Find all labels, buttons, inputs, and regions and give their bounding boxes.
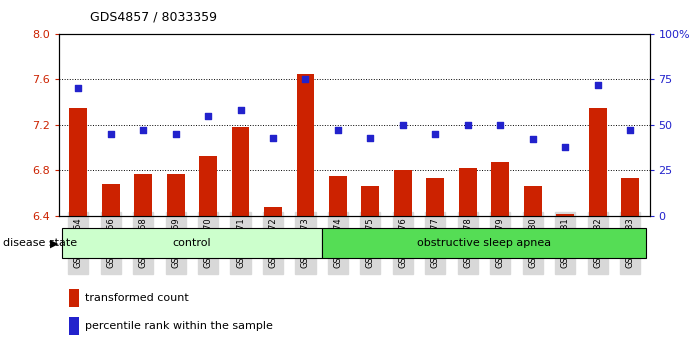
Bar [69, 108, 87, 216]
Bar [426, 178, 444, 216]
Text: disease state: disease state [3, 238, 77, 249]
Bar [524, 186, 542, 216]
Bar [621, 178, 639, 216]
Text: transformed count: transformed count [84, 293, 189, 303]
Point [202, 113, 214, 119]
Point [235, 107, 246, 113]
Point [462, 122, 473, 128]
Point [170, 131, 181, 137]
Bar [589, 108, 607, 216]
Text: GDS4857 / 8033359: GDS4857 / 8033359 [90, 11, 217, 24]
Point [397, 122, 408, 128]
Bar [296, 74, 314, 216]
Text: obstructive sleep apnea: obstructive sleep apnea [417, 238, 551, 249]
Bar [394, 170, 412, 216]
Bar [329, 176, 347, 216]
Point [592, 82, 603, 87]
Point [625, 127, 636, 133]
Point [527, 137, 538, 142]
Point [138, 127, 149, 133]
Point [105, 131, 116, 137]
Point [495, 122, 506, 128]
Bar [69, 317, 79, 335]
Text: control: control [173, 238, 211, 249]
Point [300, 76, 311, 82]
Point [365, 135, 376, 141]
Point [73, 85, 84, 91]
Bar [264, 207, 282, 216]
Bar [231, 127, 249, 216]
Bar [134, 174, 152, 216]
Bar [167, 174, 184, 216]
Text: percentile rank within the sample: percentile rank within the sample [84, 321, 272, 331]
Bar [459, 168, 477, 216]
Bar [361, 186, 379, 216]
Bar [199, 155, 217, 216]
Bar [322, 228, 646, 258]
Bar [69, 289, 79, 307]
Bar [491, 162, 509, 216]
Bar [556, 214, 574, 216]
Bar [102, 184, 120, 216]
Point [332, 127, 343, 133]
Text: ▶: ▶ [50, 238, 59, 249]
Bar [62, 228, 322, 258]
Point [430, 131, 441, 137]
Point [267, 135, 278, 141]
Point [560, 144, 571, 149]
